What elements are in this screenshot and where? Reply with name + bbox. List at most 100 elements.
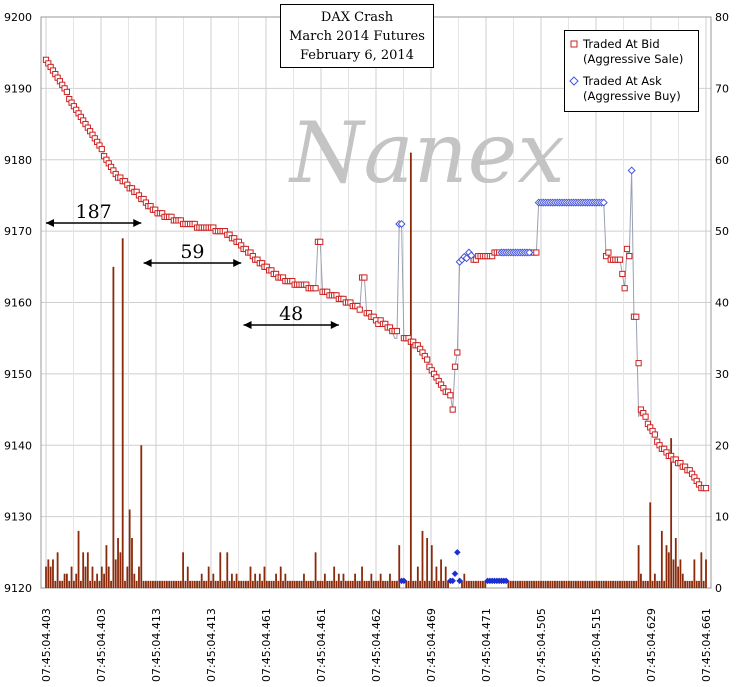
volume-bar	[268, 580, 270, 588]
annotations: 187 59 48	[46, 201, 339, 329]
volume-bar	[265, 580, 268, 588]
volume-bar	[512, 580, 515, 588]
right-axis: 0 10 20 30 40 50 60 70 80	[715, 11, 729, 595]
volume-bar	[82, 552, 85, 588]
bid-point	[605, 249, 612, 256]
volume-diamond	[453, 548, 461, 556]
volume-bar	[270, 580, 273, 588]
left-axis: 9120 9130 9140 9150 9160 9170 9180 9190 9200	[4, 11, 32, 595]
volume-bar	[407, 580, 410, 588]
volume-bar	[147, 580, 150, 588]
volume-bar	[186, 566, 189, 588]
bid-point	[451, 363, 459, 370]
bid-point	[619, 270, 626, 278]
volume-bar	[574, 580, 577, 588]
volume-bar	[567, 580, 570, 588]
volume-bar	[272, 580, 275, 588]
volume-bar	[231, 573, 233, 588]
volume-bar	[96, 573, 99, 588]
x-tick-label: 07:45:04.403	[95, 608, 108, 682]
volume-bar	[184, 580, 187, 588]
x-tick-label: 07:45:04.661	[700, 608, 713, 682]
volume-bar	[619, 580, 621, 588]
volume-bar	[663, 580, 666, 588]
volume-bar	[461, 580, 463, 588]
volume-bar	[644, 580, 647, 588]
volume-bar	[135, 580, 138, 588]
volume-bar	[561, 580, 563, 588]
volume-bar	[158, 580, 161, 588]
volume-bar	[421, 530, 424, 588]
bid-point	[621, 285, 628, 292]
volume-bar	[349, 580, 352, 588]
volume-bar	[684, 580, 686, 588]
volume-bar	[165, 580, 168, 588]
volume-bar	[303, 573, 305, 588]
x-tick-label: 07:45:04.505	[535, 608, 548, 682]
volume-bar	[658, 580, 661, 588]
volume-bar	[609, 580, 612, 588]
volume-bar	[565, 580, 568, 588]
volume-bar	[105, 545, 108, 588]
volume-bar	[170, 580, 173, 588]
volume-bar	[107, 566, 110, 588]
volume-bar	[686, 580, 689, 588]
volume-bar	[530, 580, 533, 588]
volume-bar	[549, 580, 552, 588]
right-tick-label: 30	[715, 368, 729, 381]
volume-bar	[672, 559, 675, 588]
volume-bar	[370, 573, 373, 588]
volume-bar	[124, 580, 126, 588]
volume-bar	[91, 566, 94, 588]
bid-point	[356, 306, 363, 313]
volume-bar	[79, 580, 82, 588]
bid-markers	[42, 56, 710, 492]
volume-bar	[419, 580, 422, 588]
volume-bar	[196, 580, 198, 588]
volume-bar	[319, 580, 322, 588]
volume-bar	[217, 580, 219, 588]
volume-bar	[221, 580, 224, 588]
volume-bar	[521, 580, 524, 588]
volume-bar	[393, 580, 396, 588]
volume-bar	[482, 580, 484, 588]
volume-bar	[66, 573, 68, 588]
arrowhead-left	[243, 321, 252, 329]
volume-bar	[335, 580, 338, 588]
volume-bar	[405, 580, 408, 588]
volume-bar	[140, 445, 143, 588]
volume-bar	[300, 580, 303, 588]
left-tick-label: 9160	[4, 297, 32, 310]
volume-bar	[358, 580, 361, 588]
volume-bar	[558, 580, 561, 588]
annotation-label: 48	[279, 303, 303, 325]
bid-point	[98, 145, 105, 153]
volume-diamond	[449, 577, 457, 585]
volume-bar	[154, 580, 157, 588]
left-tick-label: 9130	[4, 511, 32, 524]
volume-bar	[84, 566, 87, 588]
volume-bar	[554, 580, 556, 588]
volume-bar	[177, 580, 180, 588]
arrowhead-left	[46, 219, 54, 227]
volume-bar	[175, 580, 178, 588]
volume-bar	[282, 580, 284, 588]
volume-bar	[68, 580, 71, 588]
left-tick-label: 9120	[4, 582, 32, 595]
volume-bar	[321, 580, 324, 588]
volume-bar	[660, 530, 663, 588]
volume-bar	[428, 580, 431, 588]
volume-bar	[440, 559, 442, 588]
volume-bar	[412, 580, 415, 588]
volume-bar	[674, 538, 677, 588]
volume-bar	[163, 580, 166, 588]
bid-point	[623, 245, 631, 253]
volume-bar	[679, 559, 682, 588]
volume-bar	[291, 580, 294, 588]
volume-bar	[375, 580, 377, 588]
chart-subtitle-2: February 6, 2014	[300, 48, 414, 63]
volume-bar	[379, 573, 382, 588]
left-tick-label: 9140	[4, 439, 32, 452]
volume-bar	[119, 552, 122, 588]
ask-point	[462, 254, 471, 263]
